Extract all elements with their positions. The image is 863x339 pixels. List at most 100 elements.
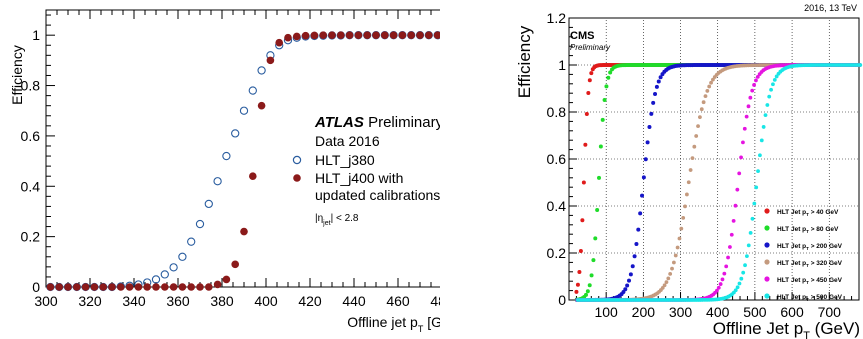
point-hlt-j380	[151, 275, 161, 284]
right-grid	[569, 17, 859, 301]
right-legend-marker	[764, 276, 770, 282]
point-series-0	[577, 269, 582, 274]
right-y-tick-label: 0.2	[547, 245, 567, 261]
point-series-2	[628, 272, 633, 277]
point-hlt-j400	[240, 227, 248, 236]
left-y-tick-label: 0.2	[21, 229, 41, 245]
point-series-2	[651, 100, 656, 105]
point-hlt-j400	[213, 280, 222, 289]
point-series-3	[684, 192, 689, 197]
point-hlt-j400	[90, 283, 99, 291]
left-x-tick-label: 480	[430, 293, 440, 309]
point-hlt-j400	[310, 31, 319, 40]
point-series-5	[737, 281, 742, 286]
point-hlt-j400	[205, 283, 213, 291]
point-series-3	[660, 285, 665, 290]
right-legend-marker	[764, 208, 770, 214]
right-legend-marker	[764, 259, 770, 265]
atlas-experiment: ATLAS	[314, 114, 364, 131]
point-series-5	[758, 153, 762, 158]
point-series-4	[722, 271, 727, 276]
point-hlt-j400	[345, 31, 354, 39]
point-hlt-j400	[398, 31, 407, 39]
point-hlt-j400	[319, 31, 328, 39]
point-series-2	[638, 211, 643, 216]
right-legend-label: HLT Jet pT > 80 GeV	[777, 226, 839, 234]
point-series-1	[597, 175, 602, 180]
point-series-3	[683, 204, 687, 209]
point-hlt-j400	[337, 31, 345, 39]
point-series-5	[754, 185, 759, 190]
point-hlt-j380	[248, 86, 257, 95]
point-series-4	[728, 245, 732, 249]
point-series-0	[578, 248, 583, 253]
point-hlt-j400	[108, 283, 116, 291]
legend-label-hlt-j380: HLT_j380	[315, 152, 375, 168]
energy-label: 2016, 13 TeV	[804, 3, 857, 13]
point-series-5	[735, 285, 740, 290]
point-hlt-j400	[169, 283, 178, 291]
point-hlt-j380	[231, 129, 240, 138]
point-series-4	[726, 255, 730, 260]
point-series-3	[673, 253, 678, 258]
point-series-4	[750, 88, 755, 93]
point-series-0	[575, 282, 580, 287]
point-hlt-j400	[266, 56, 275, 65]
right-legend-label: HLT Jet pT > 320 GeV	[777, 260, 843, 268]
left-x-tick-label: 360	[166, 293, 190, 309]
point-series-4	[737, 171, 742, 176]
point-series-2	[643, 157, 648, 162]
left-ylabel: Efficiency	[9, 45, 25, 105]
point-series-3	[703, 94, 708, 99]
right-x-tick-label: 100	[594, 304, 618, 320]
point-series-5	[772, 77, 777, 82]
point-series-3	[696, 124, 700, 129]
point-hlt-j400	[275, 38, 284, 47]
point-series-5	[765, 103, 770, 107]
point-series-3	[699, 107, 704, 112]
point-series-0	[584, 112, 589, 117]
point-series-1	[608, 70, 613, 75]
point-hlt-j380	[169, 263, 178, 272]
point-hlt-j400	[222, 275, 231, 284]
point-series-3	[707, 84, 712, 89]
point-series-0	[586, 91, 591, 96]
point-series-5	[771, 82, 775, 87]
right-legend-label: HLT Jet pT > 450 GeV	[777, 277, 843, 285]
right-x-tick-label: 500	[743, 304, 767, 320]
point-series-5	[761, 125, 766, 129]
left-y-tick-label: 0	[32, 279, 40, 295]
point-series-3	[690, 156, 695, 161]
point-series-4	[739, 155, 743, 160]
point-series-4	[724, 264, 729, 269]
point-series-1	[589, 273, 594, 278]
right-x-tick-label: 700	[818, 304, 842, 320]
point-hlt-j380	[257, 66, 266, 75]
legend-marker-hlt-j380	[292, 155, 302, 165]
right-x-tick-label: 200	[632, 304, 656, 320]
point-series-5	[741, 270, 746, 275]
point-hlt-j380	[160, 270, 169, 279]
point-series-3	[705, 89, 710, 93]
atlas-dataset: Data 2016	[315, 133, 380, 149]
point-series-5	[756, 169, 760, 174]
point-hlt-j400	[117, 283, 125, 291]
point-hlt-j400	[81, 283, 90, 291]
point-series-2	[632, 254, 637, 259]
point-hlt-j380	[222, 151, 231, 161]
cms-status: Preliminary	[570, 43, 611, 52]
left-y-tick-label: 1	[32, 27, 40, 43]
left-x-tick-label: 400	[254, 293, 278, 309]
point-series-2	[636, 227, 641, 232]
point-hlt-j400	[381, 31, 389, 39]
point-series-2	[647, 125, 652, 130]
atlas-status: Preliminary	[368, 114, 440, 131]
point-series-2	[627, 278, 632, 283]
point-series-4	[752, 83, 756, 87]
right-x-tick-label: 300	[669, 304, 693, 320]
point-series-5	[759, 138, 764, 143]
point-hlt-j400	[416, 31, 424, 39]
point-series-4	[731, 218, 736, 223]
right-y-tick-label: 0.8	[547, 104, 567, 120]
